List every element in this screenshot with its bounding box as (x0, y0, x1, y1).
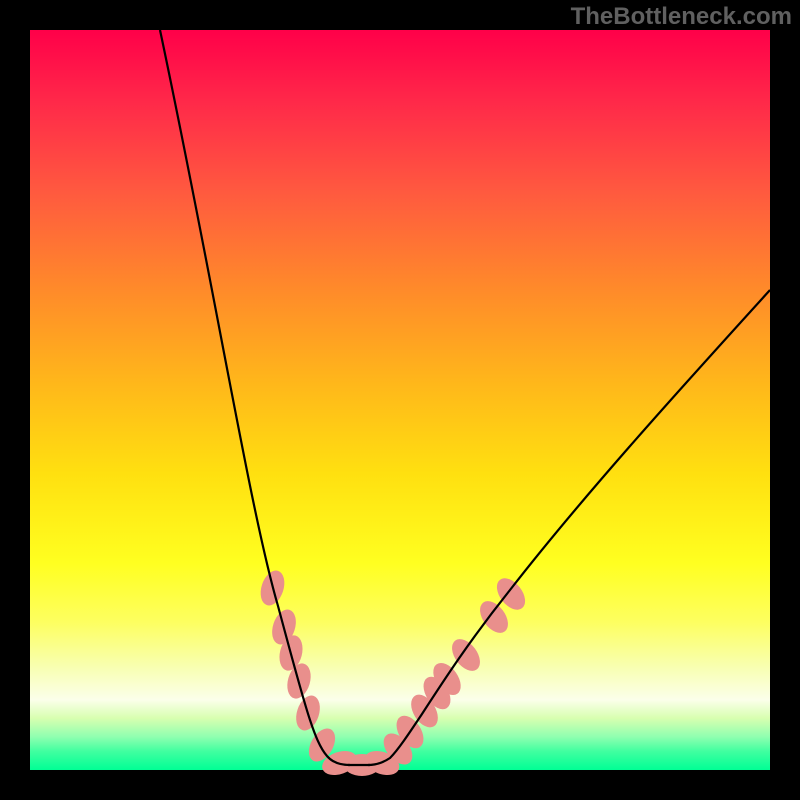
watermark-text: TheBottleneck.com (571, 3, 792, 31)
v-curve (30, 30, 770, 770)
plot-area (30, 30, 770, 770)
